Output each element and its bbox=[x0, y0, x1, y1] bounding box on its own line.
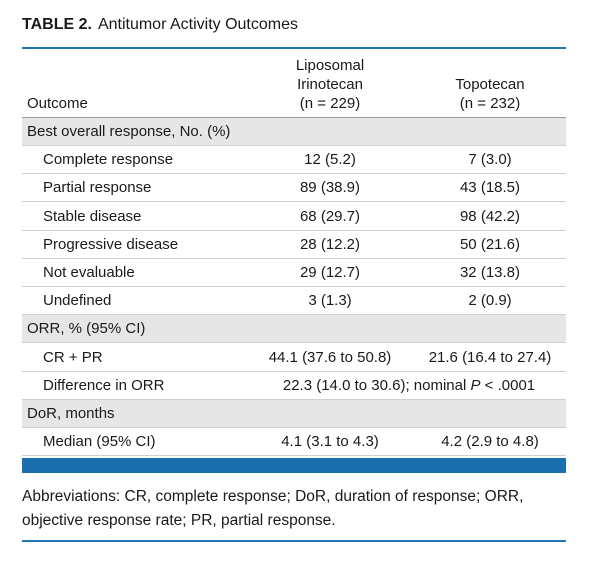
cell: 32 (13.8) bbox=[459, 264, 521, 281]
row-label: Partial response bbox=[43, 179, 152, 197]
span-italic: P bbox=[470, 376, 481, 394]
cell: 3 (1.3) bbox=[308, 292, 352, 310]
data-row: Partial response 89 (38.9) 43 (18.5) bbox=[22, 174, 566, 203]
cell: 4.2 (2.9 to 4.8) bbox=[441, 433, 539, 451]
cell: 21.6 (16.4 to 27.4) bbox=[428, 348, 552, 366]
data-row: Complete response 12 (5.2) 7 (3.0) bbox=[22, 146, 566, 175]
cell: 68 (29.7) bbox=[299, 207, 361, 225]
spanning-cell: 22.3 (14.0 to 30.6); nominal P < .0001 bbox=[252, 372, 566, 400]
row-label: Complete response bbox=[43, 151, 174, 169]
table-title-text: Antitumor Activity Outcomes bbox=[97, 16, 298, 33]
cell: 44.1 (37.6 to 50.8) bbox=[268, 348, 392, 366]
column-header-line: (n = 229) bbox=[299, 95, 361, 112]
row-label: Not evaluable bbox=[43, 264, 135, 281]
section-row: ORR, % (95% CI) bbox=[22, 315, 566, 344]
section-row: Best overall response, No. (%) bbox=[22, 118, 566, 146]
row-label: Progressive disease bbox=[43, 235, 179, 253]
section-label: ORR, % (95% CI) bbox=[27, 320, 146, 338]
cell: 29 (12.7) bbox=[299, 264, 361, 281]
table-label: TABLE 2. bbox=[22, 16, 92, 33]
column-header-line: Liposomal bbox=[295, 57, 365, 74]
cell: 50 (21.6) bbox=[459, 235, 521, 253]
row-label: CR + PR bbox=[43, 348, 103, 366]
span-text: 22.3 (14.0 to 30.6); nominal bbox=[282, 376, 467, 394]
cell: 12 (5.2) bbox=[304, 151, 356, 169]
section-label: Best overall response, No. (%) bbox=[27, 123, 231, 140]
table-footer-bar bbox=[22, 458, 566, 473]
data-row: Not evaluable 29 (12.7) 32 (13.8) bbox=[22, 259, 566, 287]
data-row: CR + PR 44.1 (37.6 to 50.8) 21.6 (16.4 to … bbox=[22, 344, 566, 372]
cell: 28 (12.2) bbox=[299, 235, 361, 253]
span-text: < .0001 bbox=[484, 376, 536, 394]
data-row: Undefined 3 (1.3) 2 (0.9) bbox=[22, 287, 566, 316]
cell: 2 (0.9) bbox=[468, 292, 512, 310]
cell: 98 (42.2) bbox=[459, 207, 521, 225]
data-row: Median (95% CI) 4.1 (3.1 to 4.3) 4.2 (2.9 … bbox=[22, 428, 566, 457]
data-row: Difference in ORR 22.3 (14.0 to 30.6); no… bbox=[22, 372, 566, 400]
cell: 89 (38.9) bbox=[299, 179, 361, 197]
row-label: Undefined bbox=[43, 292, 112, 310]
column-header: Liposomal Irinotecan (n = 229) bbox=[250, 56, 410, 113]
data-row: Progressive disease 28 (12.2) 50 (21.6) bbox=[22, 231, 566, 259]
cell: 4.1 (3.1 to 4.3) bbox=[281, 433, 379, 451]
section-row: DoR, months bbox=[22, 400, 566, 428]
outcome-header: Outcome bbox=[27, 95, 88, 112]
cell: 43 (18.5) bbox=[459, 179, 521, 197]
row-label: Stable disease bbox=[43, 207, 142, 225]
column-header-line: (n = 232) bbox=[459, 95, 521, 112]
row-label: Difference in ORR bbox=[43, 376, 165, 394]
data-row: Stable disease 68 (29.7) 98 (42.2) bbox=[22, 203, 566, 231]
table-header: Outcome Liposomal Irinotecan (n = 229) Topo… bbox=[22, 50, 566, 118]
column-header-line: Topotecan bbox=[455, 76, 525, 93]
footnote: Abbreviations: CR, complete response; Do… bbox=[22, 488, 524, 529]
table-title: TABLE 2. Antitumor Activity Outcomes bbox=[22, 16, 298, 34]
column-header: Topotecan (n = 232) bbox=[410, 75, 570, 113]
column-header-line: Irinotecan bbox=[297, 76, 363, 93]
bottom-rule bbox=[22, 540, 566, 542]
cell: 7 (3.0) bbox=[468, 151, 512, 169]
top-rule bbox=[22, 47, 566, 49]
section-label: DoR, months bbox=[27, 405, 115, 422]
row-label: Median (95% CI) bbox=[43, 433, 156, 451]
